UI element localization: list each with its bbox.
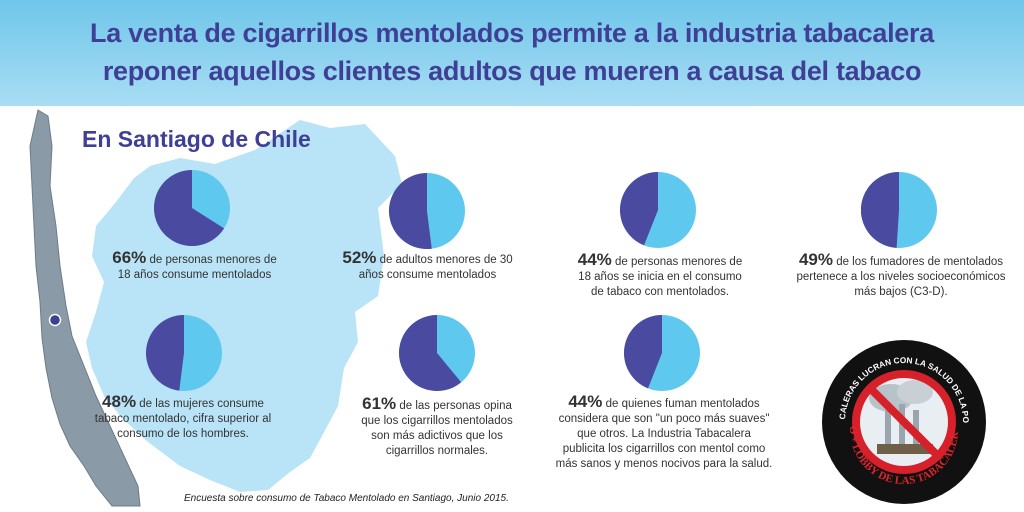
factory-base-icon — [877, 444, 933, 454]
stat-percent: 44% — [568, 392, 603, 411]
pie-chart-4 — [861, 172, 937, 248]
smoke-cloud-icon — [897, 380, 933, 404]
no-lobby-badge: LAS TABACALERAS LUCRAN CON LA SALUD DE L… — [819, 338, 986, 504]
stat-text-1: 66% de personas menores de 18 años consu… — [112, 248, 277, 283]
stat-description: de adultos menores de 30 años consume me… — [358, 254, 513, 281]
stat-percent: 61% — [362, 394, 397, 413]
stat-text-2: 52% de adultos menores de 30 años consum… — [335, 248, 520, 283]
stat-text-7: 44% de quienes fuman mentolados consider… — [555, 392, 773, 472]
pie-chart-1 — [154, 170, 230, 246]
pie-value-slice — [146, 315, 184, 391]
pie-value-slice — [861, 172, 899, 248]
stat-percent: 44% — [577, 250, 612, 269]
prohibition-slash — [868, 386, 940, 458]
prohibition-ring — [852, 370, 956, 474]
source-note: Encuesta sobre consumo de Tabaco Mentola… — [184, 493, 509, 504]
stat-description: de las mujeres consume tabaco mentolado,… — [94, 398, 272, 440]
pie-value-slice — [399, 315, 462, 391]
region-title: En Santiago de Chile — [82, 126, 311, 152]
stat-text-4: 49% de los fumadores de mentolados perte… — [790, 250, 1012, 300]
pie-value-slice — [620, 172, 658, 246]
pie-chart-3 — [620, 172, 696, 248]
stat-description: de los fumadores de mentolados pertenece… — [796, 256, 1006, 298]
pie-value-slice — [624, 315, 662, 389]
stat-description: de personas menores de 18 años consume m… — [117, 254, 277, 281]
chile-silhouette — [29, 109, 141, 507]
stat-percent: 52% — [342, 248, 377, 267]
pie-chart-5 — [146, 315, 222, 391]
stat-description: de quienes fuman mentolados considera qu… — [555, 398, 773, 470]
pie-value-slice — [389, 173, 432, 249]
pie-chart-7 — [624, 315, 700, 391]
stat-text-5: 48% de las mujeres consume tabaco mentol… — [92, 392, 274, 442]
title-line-1: La venta de cigarrillos mentolados permi… — [90, 18, 934, 48]
pie-chart-6 — [399, 315, 475, 391]
stat-percent: 48% — [102, 392, 137, 411]
stat-text-6: 61% de las personas opina que los cigarr… — [352, 394, 522, 459]
chimney-icon — [885, 410, 891, 448]
stat-description: de las personas opina que los cigarrillo… — [361, 400, 513, 457]
stat-description: de personas menores de 18 años se inicia… — [578, 256, 743, 298]
header-banner: La venta de cigarrillos mentolados permi… — [0, 0, 1024, 106]
stat-percent: 49% — [798, 250, 833, 269]
santiago-marker-icon — [48, 313, 62, 327]
pie-chart-2 — [389, 173, 465, 249]
chimney-icon — [899, 404, 905, 448]
title-line-2: reponer aquellos clientes adultos que mu… — [102, 56, 922, 86]
stat-percent: 66% — [112, 248, 147, 267]
pie-value-slice — [154, 170, 225, 246]
stat-text-3: 44% de personas menores de 18 años se in… — [575, 250, 745, 300]
